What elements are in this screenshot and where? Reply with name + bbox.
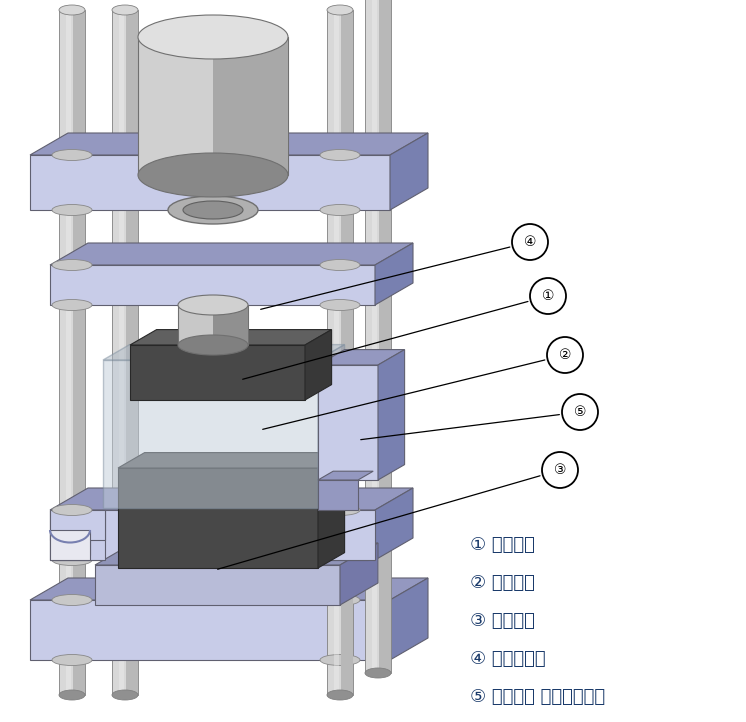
Ellipse shape	[327, 690, 353, 700]
Polygon shape	[365, 0, 391, 673]
Polygon shape	[138, 37, 288, 175]
Polygon shape	[126, 10, 138, 695]
Ellipse shape	[320, 149, 360, 160]
Ellipse shape	[52, 149, 92, 160]
Text: ② 측면금형: ② 측면금형	[470, 574, 535, 592]
Polygon shape	[333, 10, 339, 695]
Polygon shape	[73, 10, 85, 695]
Text: ⑤ 측면금형 이송플레이트: ⑤ 측면금형 이송플레이트	[470, 688, 605, 706]
Polygon shape	[390, 133, 428, 210]
Polygon shape	[112, 10, 138, 695]
Ellipse shape	[59, 690, 85, 700]
Polygon shape	[118, 468, 318, 568]
Polygon shape	[50, 530, 90, 560]
Text: ① 상부금형: ① 상부금형	[470, 536, 535, 554]
Polygon shape	[59, 10, 85, 695]
Ellipse shape	[320, 300, 360, 310]
Ellipse shape	[52, 554, 92, 565]
Polygon shape	[103, 360, 318, 508]
Polygon shape	[50, 510, 105, 560]
Ellipse shape	[52, 655, 92, 666]
Ellipse shape	[112, 5, 138, 15]
Ellipse shape	[138, 15, 288, 59]
Ellipse shape	[52, 259, 92, 271]
Polygon shape	[118, 453, 345, 468]
Polygon shape	[119, 10, 124, 695]
Polygon shape	[318, 471, 373, 480]
Polygon shape	[330, 510, 375, 560]
Polygon shape	[342, 10, 353, 695]
Ellipse shape	[59, 5, 85, 15]
Text: ⑤: ⑤	[574, 405, 586, 419]
Polygon shape	[130, 330, 332, 345]
Ellipse shape	[320, 655, 360, 666]
Ellipse shape	[320, 259, 360, 271]
Polygon shape	[318, 453, 345, 568]
Polygon shape	[30, 155, 390, 210]
Ellipse shape	[178, 295, 248, 315]
Text: ③ 하부금형: ③ 하부금형	[470, 612, 535, 630]
Polygon shape	[290, 530, 368, 560]
Polygon shape	[318, 344, 345, 508]
Polygon shape	[50, 265, 375, 305]
Polygon shape	[66, 10, 71, 695]
Polygon shape	[30, 600, 390, 660]
Polygon shape	[178, 305, 248, 345]
Polygon shape	[318, 349, 404, 365]
Polygon shape	[305, 330, 332, 400]
Text: ④ 가압실린더: ④ 가압실린더	[470, 650, 545, 668]
Ellipse shape	[168, 196, 258, 224]
Ellipse shape	[320, 505, 360, 516]
Polygon shape	[213, 305, 248, 345]
Polygon shape	[379, 0, 391, 673]
Polygon shape	[30, 578, 428, 600]
Polygon shape	[95, 565, 340, 605]
Polygon shape	[50, 243, 413, 265]
Polygon shape	[318, 480, 358, 510]
Polygon shape	[390, 578, 428, 660]
Polygon shape	[375, 243, 413, 305]
Text: ③: ③	[554, 463, 566, 477]
Text: ④: ④	[524, 235, 536, 249]
Ellipse shape	[365, 668, 391, 678]
Ellipse shape	[183, 201, 243, 219]
Polygon shape	[375, 488, 413, 560]
Ellipse shape	[320, 554, 360, 565]
Polygon shape	[30, 133, 428, 155]
Polygon shape	[340, 543, 378, 605]
Ellipse shape	[320, 594, 360, 606]
Text: ②: ②	[559, 348, 571, 362]
Polygon shape	[213, 37, 288, 175]
Ellipse shape	[52, 204, 92, 215]
Polygon shape	[50, 510, 105, 555]
Text: ①: ①	[542, 289, 554, 303]
Polygon shape	[130, 345, 305, 400]
Polygon shape	[372, 0, 377, 673]
Polygon shape	[103, 344, 345, 360]
Polygon shape	[318, 365, 378, 480]
Polygon shape	[50, 510, 375, 560]
Ellipse shape	[138, 153, 288, 197]
Ellipse shape	[52, 300, 92, 310]
Polygon shape	[95, 543, 378, 565]
Polygon shape	[378, 349, 404, 480]
Ellipse shape	[327, 5, 353, 15]
Ellipse shape	[178, 335, 248, 355]
Ellipse shape	[112, 690, 138, 700]
Ellipse shape	[52, 505, 92, 516]
Polygon shape	[327, 10, 353, 695]
Ellipse shape	[52, 594, 92, 606]
Ellipse shape	[320, 204, 360, 215]
Polygon shape	[50, 488, 413, 510]
